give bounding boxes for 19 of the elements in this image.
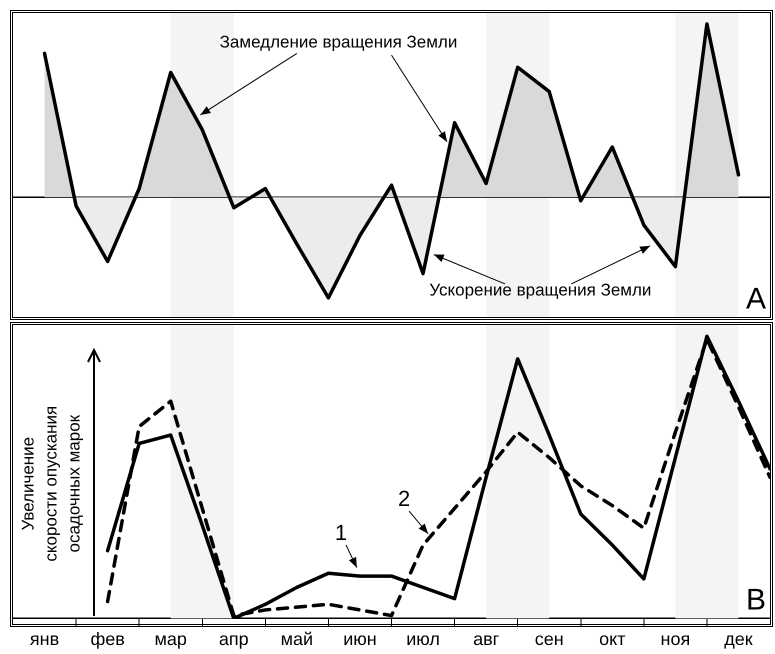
annotation: A <box>746 282 766 316</box>
x-tick-label: июл <box>406 629 440 650</box>
annotation: Замедление вращения Земли <box>220 32 458 52</box>
x-tick-label: сен <box>534 629 564 650</box>
x-tick-label: авг <box>473 629 500 650</box>
y-axis-title: Увеличение скорости опускания осадочных марок <box>18 406 84 562</box>
series-label: 2 <box>398 486 410 511</box>
x-tick-label: окт <box>599 629 626 650</box>
series-label: 1 <box>334 520 348 545</box>
x-tick-label: янв <box>30 629 60 650</box>
annotation: B <box>746 584 766 617</box>
x-tick-label: мар <box>154 629 187 650</box>
x-tick-label: ноя <box>660 629 690 650</box>
x-tick-label: май <box>280 629 314 650</box>
x-tick-label: дек <box>724 629 753 650</box>
x-tick-label: фев <box>90 629 125 650</box>
annotation: Ускорение вращения Земли <box>429 280 652 300</box>
x-tick-label: апр <box>218 629 249 650</box>
x-tick-label: июн <box>343 629 377 650</box>
